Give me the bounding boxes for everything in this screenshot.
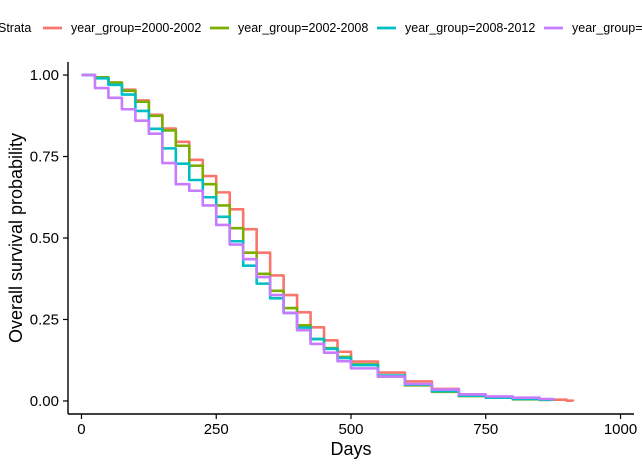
y-axis-ticks: 0.00 0.25 0.50 0.75 1.00 <box>30 67 68 410</box>
x-tick-label: 750 <box>473 421 498 438</box>
plot-area <box>81 73 575 402</box>
survival-curve-3 <box>81 73 555 401</box>
y-tick-label: 1.00 <box>30 67 59 84</box>
y-tick-label: 0.50 <box>30 230 59 247</box>
legend-title: Strata <box>0 21 31 35</box>
survival-curve-4 <box>81 73 555 401</box>
x-axis-ticks: 0 250 500 750 1000 <box>77 414 637 438</box>
x-axis-title: Days <box>330 439 371 459</box>
legend-label-1: year_group=2000-2002 <box>71 21 201 35</box>
x-tick-label: 500 <box>338 421 363 438</box>
y-tick-label: 0.75 <box>30 149 59 166</box>
legend-label-3: year_group=2008-2012 <box>405 21 535 35</box>
x-tick-label: 0 <box>77 421 85 438</box>
y-axis-title: Overall survival probability <box>6 133 26 343</box>
y-tick-label: 0.00 <box>30 393 59 410</box>
legend-label-2: year_group=2002-2008 <box>238 21 368 35</box>
x-tick-label: 250 <box>204 421 229 438</box>
x-tick-label: 1000 <box>604 421 637 438</box>
legend: Strata year_group=2000-2002 year_group=20… <box>0 21 643 35</box>
survival-curve-2 <box>81 73 552 402</box>
legend-label-4: year_group=2012- <box>572 21 643 35</box>
y-tick-label: 0.25 <box>30 311 59 328</box>
